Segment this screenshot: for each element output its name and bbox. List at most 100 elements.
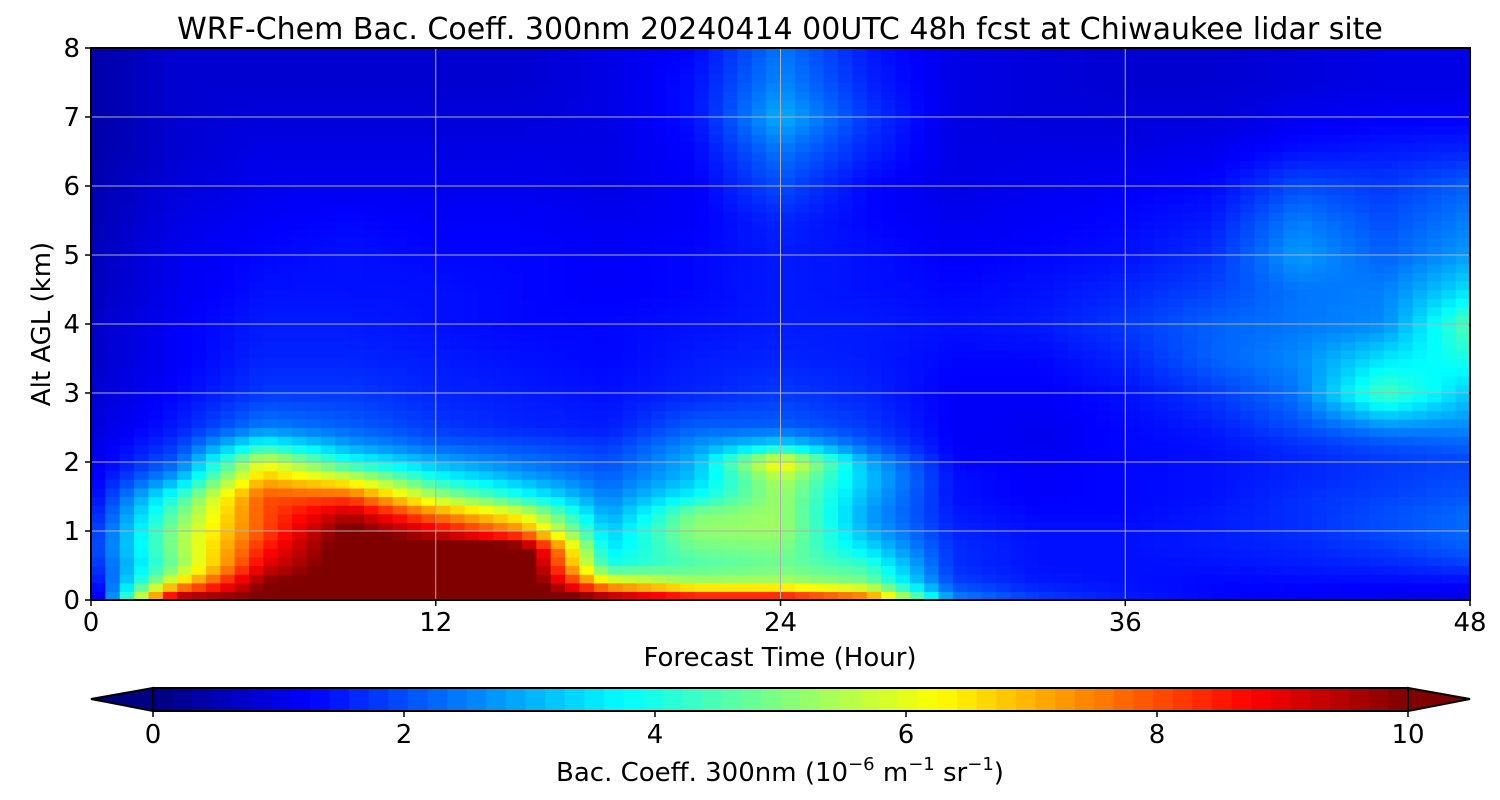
heatmap-cell <box>1340 522 1356 532</box>
heatmap-cell <box>766 160 782 170</box>
heatmap-cell <box>435 470 451 480</box>
heatmap-cell <box>1067 349 1083 360</box>
heatmap-cell <box>952 418 968 429</box>
heatmap-cell <box>277 556 293 567</box>
heatmap-cell <box>435 513 451 523</box>
heatmap-cell <box>177 505 193 515</box>
heatmap-cell <box>1412 349 1428 360</box>
heatmap-cell <box>1010 453 1026 463</box>
heatmap-cell <box>1211 565 1227 575</box>
heatmap-cell <box>837 246 853 256</box>
heatmap-cell <box>565 203 580 213</box>
heatmap-cell <box>91 418 106 429</box>
heatmap-cell <box>1254 539 1270 549</box>
heatmap-cell <box>1240 263 1256 273</box>
heatmap-cell <box>852 384 868 394</box>
heatmap-cell <box>1153 375 1169 385</box>
heatmap-cell <box>694 470 710 480</box>
heatmap-cell <box>1240 531 1256 541</box>
heatmap-cell <box>1297 306 1313 316</box>
heatmap-cell <box>881 246 897 256</box>
heatmap-cell <box>450 591 466 600</box>
heatmap-cell <box>1182 375 1198 385</box>
heatmap-cell <box>751 255 767 265</box>
heatmap-cell <box>1211 410 1227 420</box>
heatmap-cell <box>809 556 825 567</box>
heatmap-cell <box>1197 151 1213 161</box>
heatmap-cell <box>651 522 667 532</box>
heatmap-cell <box>1197 375 1213 385</box>
heatmap-cell <box>737 349 753 360</box>
heatmap-cell <box>378 194 394 204</box>
heatmap-cell <box>679 548 695 558</box>
heatmap-cell <box>608 341 624 351</box>
heatmap-cell <box>1024 375 1040 385</box>
heatmap-cell <box>507 151 523 161</box>
heatmap-cell <box>866 582 882 592</box>
heatmap-cell <box>1110 358 1126 368</box>
heatmap-cell <box>608 194 624 204</box>
heatmap-cell <box>1455 298 1470 308</box>
heatmap-cell <box>952 272 968 282</box>
heatmap-cell <box>1139 505 1155 515</box>
heatmap-cell <box>363 332 379 342</box>
heatmap-cell <box>1182 177 1198 187</box>
heatmap-cell <box>1412 591 1428 600</box>
heatmap-cell <box>550 151 566 161</box>
heatmap-cell <box>723 582 738 592</box>
heatmap-cell <box>306 418 322 429</box>
heatmap-cell <box>105 237 121 247</box>
heatmap-cell <box>837 582 853 592</box>
heatmap-cell <box>1168 522 1184 532</box>
heatmap-cell <box>234 341 250 351</box>
heatmap-cell <box>579 160 595 170</box>
heatmap-cell <box>249 556 264 567</box>
heatmap-cell <box>881 186 897 196</box>
heatmap-cell <box>1139 220 1155 230</box>
heatmap-cell <box>335 194 351 204</box>
heatmap-cell <box>723 522 738 532</box>
heatmap-cell <box>1340 280 1356 291</box>
heatmap-cell <box>694 556 710 567</box>
heatmap-cell <box>119 548 135 558</box>
heatmap-cell <box>1153 298 1169 308</box>
heatmap-cell <box>306 280 322 291</box>
heatmap-cell <box>1240 349 1256 360</box>
heatmap-cell <box>435 462 451 472</box>
heatmap-cell <box>1168 427 1184 437</box>
heatmap-cell <box>866 522 882 532</box>
heatmap-cell <box>363 505 379 515</box>
heatmap-cell <box>809 332 825 342</box>
heatmap-cell <box>1067 263 1083 273</box>
heatmap-cell <box>1225 539 1241 549</box>
heatmap-cell <box>881 375 897 385</box>
heatmap-cell <box>1039 574 1055 584</box>
heatmap-cell <box>895 548 911 558</box>
heatmap-cell <box>809 160 825 170</box>
heatmap-cell <box>737 410 753 420</box>
heatmap-cell <box>148 229 164 239</box>
heatmap-cell <box>119 479 135 489</box>
heatmap-cell <box>521 513 537 523</box>
heatmap-cell <box>1240 289 1256 299</box>
heatmap-cell <box>263 186 279 196</box>
heatmap-cell <box>1024 531 1040 541</box>
heatmap-cell <box>723 367 738 377</box>
heatmap-cell <box>1225 272 1241 282</box>
heatmap-cell <box>579 505 595 515</box>
heatmap-cell <box>91 436 106 446</box>
heatmap-cell <box>306 513 322 523</box>
heatmap-cell <box>766 229 782 239</box>
heatmap-cell <box>263 246 279 256</box>
heatmap-cell <box>981 160 997 170</box>
heatmap-cell <box>1441 289 1457 299</box>
heatmap-cell <box>148 470 164 480</box>
heatmap-cell <box>105 462 121 472</box>
heatmap-cell <box>651 272 667 282</box>
heatmap-cell <box>478 393 494 403</box>
heatmap-cell <box>881 211 897 222</box>
heatmap-cell <box>1182 548 1198 558</box>
heatmap-cell <box>852 401 868 411</box>
heatmap-cell <box>579 246 595 256</box>
heatmap-cell <box>1039 548 1055 558</box>
